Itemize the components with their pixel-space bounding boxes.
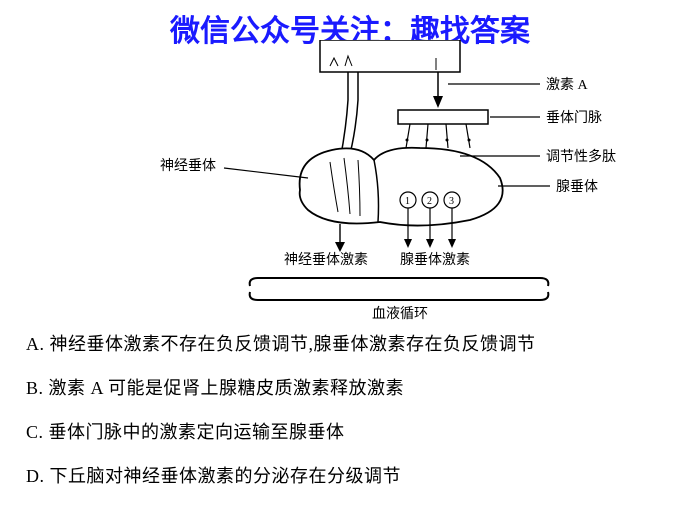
answer-options: A. 神经垂体激素不存在负反馈调节,腺垂体激素存在负反馈调节 B. 激素 A 可… xyxy=(26,330,676,506)
hypothalamus-box xyxy=(320,40,460,72)
blood-top xyxy=(250,278,549,286)
label-neurohypophysis: 神经垂体 xyxy=(160,158,216,174)
blood-bottom xyxy=(250,292,549,300)
label-blood-circ: 血液循环 xyxy=(372,306,428,320)
label-line-neuro xyxy=(224,168,308,178)
num-2: 2 xyxy=(427,196,432,207)
pituitary-outline xyxy=(300,148,503,226)
option-a: A. 神经垂体激素不存在负反馈调节,腺垂体激素存在负反馈调节 xyxy=(26,330,676,356)
adeno-arrow-3 xyxy=(448,239,456,248)
dot-b xyxy=(426,139,429,142)
dot-c xyxy=(446,139,449,142)
portal-vein-box xyxy=(398,110,488,124)
num-3: 3 xyxy=(449,196,454,207)
neuro-hormone-arrow xyxy=(335,242,345,252)
dot-d xyxy=(468,139,471,142)
label-adeno-hormone: 腺垂体激素 xyxy=(400,251,470,268)
hormone-a-arrow xyxy=(433,96,443,108)
label-hormone-a: 激素 A xyxy=(546,76,588,93)
label-adenohypophysis: 腺垂体 xyxy=(556,179,598,195)
num-1: 1 xyxy=(405,196,410,207)
option-b: B. 激素 A 可能是促肾上腺糖皮质激素释放激素 xyxy=(26,374,676,400)
adeno-arrow-1 xyxy=(404,239,412,248)
adeno-arrow-2 xyxy=(426,239,434,248)
label-neuro-hormone: 神经垂体激素 xyxy=(284,251,368,268)
label-portal-vein: 垂体门脉 xyxy=(546,110,602,126)
stalk-left-1 xyxy=(340,72,348,160)
dot-a xyxy=(406,139,409,142)
portal-descend xyxy=(406,124,470,148)
diagram: 激素 A 垂体门脉 神经垂体 调节性多肽 腺垂体 1 2 3 xyxy=(0,40,700,320)
option-c: C. 垂体门脉中的激素定向运输至腺垂体 xyxy=(26,418,676,444)
label-regulatory-peptide: 调节性多肽 xyxy=(546,148,616,165)
option-d: D. 下丘脑对神经垂体激素的分泌存在分级调节 xyxy=(26,462,676,488)
